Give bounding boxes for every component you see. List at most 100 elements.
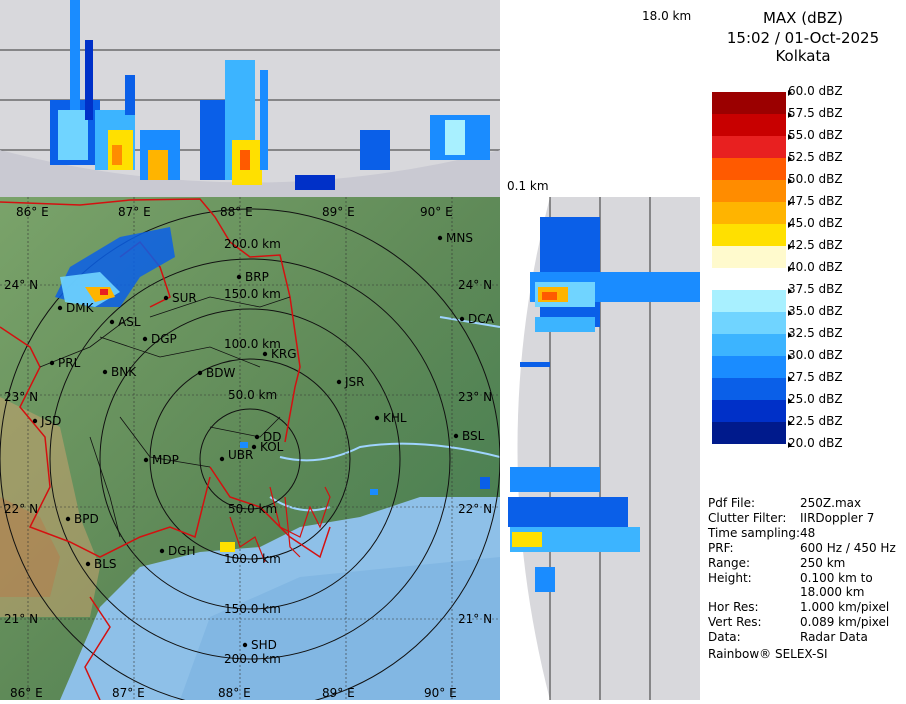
radar-map[interactable]: 86° E 87° E 88° E 89° E 90° E 86° E 87° … [0,197,500,700]
info-key: Hor Res: [708,600,759,614]
color-scale-swatch [712,268,786,290]
color-scale-tick [788,332,792,338]
lat-label: 23° N [4,390,38,404]
color-scale-swatch [712,180,786,202]
city-label: BNK [111,365,137,379]
info-key: Vert Res: [708,615,762,629]
info-key: Range: [708,556,751,570]
product-title: MAX (dBZ) [762,9,844,27]
right-cross-section-svg [500,197,700,700]
city-markers: MNS BRP SUR DMK ASL DGP KRG DCA PRL BNK … [32,231,495,652]
city-label: BRP [245,270,269,284]
color-scale-tick [788,376,792,382]
lat-label-right: 21° N [458,612,492,626]
info-key: Clutter Filter: [708,511,787,525]
city-label: DMK [66,301,95,315]
color-scale-tick [788,134,792,140]
info-value: 250 km [800,556,846,570]
color-scale-swatch [712,70,786,92]
lon-label-bottom: 90° E [424,686,457,700]
info-value: Radar Data [800,630,868,644]
color-scale-swatch [712,400,786,422]
corner-area: 18.0 km 0.1 km [500,0,700,197]
range-label-south: 200.0 km [224,652,281,666]
color-scale-tick [788,112,792,118]
color-scale-label: 22.5 dBZ [788,414,843,428]
lon-label-bottom: 89° E [322,686,355,700]
color-scale-label: 30.0 dBZ [788,348,843,362]
color-scale-tick [788,222,792,228]
city-label: KRG [271,347,297,361]
city-label: BPD [74,512,99,526]
color-scale-label: 47.5 dBZ [788,194,843,208]
info-value: IIRDoppler 7 [800,511,875,525]
city-label: ASL [118,315,141,329]
color-scale-swatch [712,290,786,312]
city-label: DGH [168,544,196,558]
lat-label: 24° N [4,278,38,292]
city-label: JSR [344,375,365,389]
lat-label: 21° N [4,612,38,626]
range-label-south: 100.0 km [224,552,281,566]
color-scale-label: 45.0 dBZ [788,216,843,230]
color-scale-tick [788,310,792,316]
color-scale-swatch [712,202,786,224]
city-label: SHD [251,638,277,652]
city-label: DCA [468,312,495,326]
info-key: Pdf File: [708,496,756,510]
info-key: Data: [708,630,741,644]
lon-label: 87° E [118,205,151,219]
color-scale-tick [788,266,792,272]
datetime-title: 15:02 / 01-Oct-2025 [726,29,880,47]
color-scale-label: 35.0 dBZ [788,304,843,318]
color-scale-tick [788,178,792,184]
color-scale-label: 50.0 dBZ [788,172,843,186]
color-scale-tick [788,200,792,206]
info-value: 0.089 km/pixel [800,615,890,629]
legend-panel: MAX (dBZ) 15:02 / 01-Oct-2025 Kolkata 60… [700,0,906,700]
info-value: 0.100 km to 18.000 km [800,571,873,599]
color-scale-tick [788,90,792,96]
color-scale-label: 55.0 dBZ [788,128,843,142]
city-label: BDW [206,366,235,380]
city-label: JSD [40,414,61,428]
color-scale-swatch [712,312,786,334]
city-label: MDP [152,453,179,467]
map-svg: 86° E 87° E 88° E 89° E 90° E 86° E 87° … [0,197,500,700]
city-label: MNS [446,231,473,245]
color-scale-swatch [712,422,786,444]
color-scale-tick [788,398,792,404]
color-scale-swatch [712,356,786,378]
city-label: DD [263,430,281,444]
color-scale-label: 60.0 dBZ [788,84,843,98]
lon-label: 89° E [322,205,355,219]
range-label: 100.0 km [224,337,281,351]
color-scale-label: 27.5 dBZ [788,370,843,384]
city-label: KOL [260,440,284,454]
color-scale-label: 20.0 dBZ [788,436,843,450]
lon-label-bottom: 86° E [10,686,43,700]
color-scale-swatch [712,334,786,356]
info-value: 600 Hz / 450 Hz [800,541,896,555]
color-scale-tick [788,442,792,448]
color-scale-label: 52.5 dBZ [788,150,843,164]
city-label: UBR [228,448,253,462]
station-title: Kolkata [775,47,831,65]
lon-label: 88° E [220,205,253,219]
color-scale-label: 57.5 dBZ [788,106,843,120]
color-scale-swatch [712,114,786,136]
top-cross-section-panel [0,0,500,197]
top-cross-section-svg [0,0,500,197]
right-echo-rows [508,217,700,592]
color-scale-tick [788,288,792,294]
color-scale-tick [788,420,792,426]
city-label: KHL [383,411,407,425]
info-key: Time sampling: [708,526,801,540]
color-scale-label: 37.5 dBZ [788,282,843,296]
color-scale-label: 32.5 dBZ [788,326,843,340]
footer-credit: Rainbow® SELEX-SI [708,647,828,661]
lat-label-right: 23° N [458,390,492,404]
color-scale-swatch [712,158,786,180]
info-key: Height: [708,571,752,585]
color-scale-swatch [712,246,786,268]
